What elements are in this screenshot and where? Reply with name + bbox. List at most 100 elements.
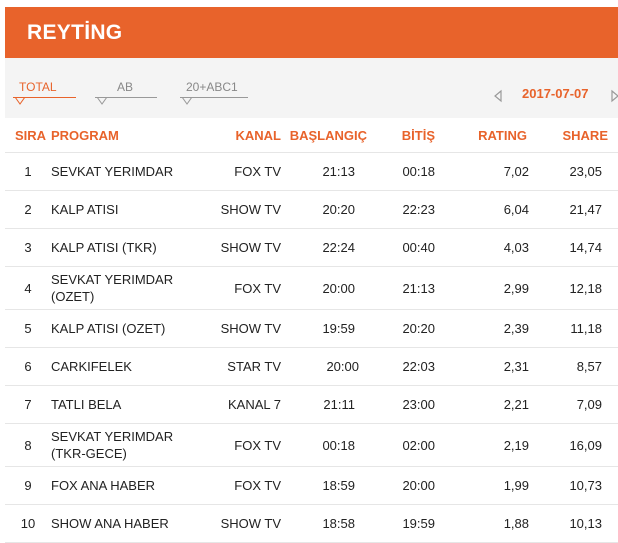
- cell-program: KALP ATISI (TKR): [51, 228, 211, 267]
- cell-sira: 9: [5, 466, 51, 505]
- cell-kanal: FOX TV: [211, 266, 281, 310]
- triangle-left-icon[interactable]: [493, 89, 503, 103]
- cell-program: KALP ATISI (OZET): [51, 309, 211, 348]
- cell-share: 23,05: [537, 152, 618, 191]
- caret-down-icon: [15, 97, 25, 105]
- cell-baslangic: 00:18: [281, 423, 367, 467]
- rating-table: SIRA PROGRAM KANAL BAŞLANGIÇ BİTİŞ RATIN…: [5, 118, 618, 543]
- table-row: 2 KALP ATISI SHOW TV 20:20 22:23 6,04 21…: [5, 190, 618, 229]
- cell-share: 10,73: [537, 466, 618, 505]
- cell-bitis: 20:20: [367, 309, 449, 348]
- table-row: 6 CARKIFELEK STAR TV 20:00 22:03 2,31 8,…: [5, 347, 618, 386]
- table-row: 1 SEVKAT YERIMDAR FOX TV 21:13 00:18 7,0…: [5, 152, 618, 191]
- cell-rating: 2,21: [449, 385, 537, 424]
- column-header-bitis: BİTİŞ: [367, 118, 449, 153]
- cell-sira: 5: [5, 309, 51, 348]
- tab-label: AB: [117, 80, 134, 94]
- triangle-right-icon[interactable]: [610, 89, 618, 103]
- page-title: REYTİNG: [27, 21, 123, 44]
- cell-rating: 1,99: [449, 466, 537, 505]
- cell-program: SHOW ANA HABER: [51, 504, 211, 543]
- cell-rating: 4,03: [449, 228, 537, 267]
- cell-rating: 7,02: [449, 152, 537, 191]
- cell-kanal: STAR TV: [211, 347, 281, 386]
- table-row: 5 KALP ATISI (OZET) SHOW TV 19:59 20:20 …: [5, 309, 618, 348]
- column-header-baslangic: BAŞLANGIÇ: [281, 118, 367, 153]
- tab-label: 20+ABC1: [186, 80, 238, 94]
- tab-20-abc1[interactable]: 20+ABC1: [180, 80, 248, 105]
- cell-bitis: 02:00: [367, 423, 449, 467]
- table-row: 8 SEVKAT YERIMDAR (TKR-GECE) FOX TV 00:1…: [5, 423, 618, 467]
- cell-sira: 10: [5, 504, 51, 543]
- cell-bitis: 20:00: [367, 466, 449, 505]
- cell-share: 14,74: [537, 228, 618, 267]
- table-row: 9 FOX ANA HABER FOX TV 18:59 20:00 1,99 …: [5, 466, 618, 505]
- cell-bitis: 22:23: [367, 190, 449, 229]
- cell-share: 21,47: [537, 190, 618, 229]
- cell-baslangic: 20:00: [281, 266, 367, 310]
- tab-label: TOTAL: [19, 80, 57, 94]
- table-row: 7 TATLI BELA KANAL 7 21:11 23:00 2,21 7,…: [5, 385, 618, 424]
- cell-bitis: 23:00: [367, 385, 449, 424]
- cell-bitis: 00:18: [367, 152, 449, 191]
- cell-program: SEVKAT YERIMDAR: [51, 152, 211, 191]
- cell-program: CARKIFELEK: [51, 347, 211, 386]
- column-header-rating: RATING: [449, 118, 537, 153]
- column-header-program: PROGRAM: [51, 118, 211, 153]
- tab-underline: [13, 97, 76, 98]
- cell-sira: 4: [5, 266, 51, 310]
- cell-share: 10,13: [537, 504, 618, 543]
- cell-rating: 1,88: [449, 504, 537, 543]
- cell-rating: 2,31: [449, 347, 537, 386]
- cell-sira: 8: [5, 423, 51, 467]
- cell-rating: 2,19: [449, 423, 537, 467]
- cell-kanal: SHOW TV: [211, 309, 281, 348]
- cell-bitis: 22:03: [367, 347, 449, 386]
- cell-rating: 6,04: [449, 190, 537, 229]
- caret-down-icon: [182, 97, 192, 105]
- table-row: 3 KALP ATISI (TKR) SHOW TV 22:24 00:40 4…: [5, 228, 618, 267]
- cell-sira: 3: [5, 228, 51, 267]
- tab-underline: [95, 97, 157, 98]
- cell-baslangic: 19:59: [281, 309, 367, 348]
- cell-share: 11,18: [537, 309, 618, 348]
- cell-baslangic: 21:13: [281, 152, 367, 191]
- cell-share: 8,57: [537, 347, 618, 386]
- table-row: 10 SHOW ANA HABER SHOW TV 18:58 19:59 1,…: [5, 504, 618, 543]
- cell-share: 16,09: [537, 423, 618, 467]
- cell-sira: 7: [5, 385, 51, 424]
- header-bar: REYTİNG: [5, 7, 618, 70]
- tab-underline: [180, 97, 248, 98]
- cell-rating: 2,39: [449, 309, 537, 348]
- cell-kanal: KANAL 7: [211, 385, 281, 424]
- filter-toolbar: TOTAL AB 20+ABC1 2017-07-07: [5, 58, 618, 118]
- cell-program: KALP ATISI: [51, 190, 211, 229]
- cell-share: 7,09: [537, 385, 618, 424]
- cell-kanal: SHOW TV: [211, 228, 281, 267]
- column-header-kanal: KANAL: [211, 118, 281, 153]
- cell-share: 12,18: [537, 266, 618, 310]
- tab-ab[interactable]: AB: [95, 80, 157, 105]
- cell-rating: 2,99: [449, 266, 537, 310]
- cell-program: TATLI BELA: [51, 385, 211, 424]
- column-header-share: SHARE: [537, 118, 618, 153]
- column-header-sira: SIRA: [5, 118, 51, 153]
- table-row: 4 SEVKAT YERIMDAR (OZET) FOX TV 20:00 21…: [5, 266, 618, 310]
- date-display: 2017-07-07: [522, 86, 589, 101]
- cell-baslangic: 18:59: [281, 466, 367, 505]
- cell-baslangic: 20:00: [281, 347, 367, 386]
- cell-program: SEVKAT YERIMDAR (TKR-GECE): [51, 423, 211, 467]
- cell-kanal: SHOW TV: [211, 504, 281, 543]
- cell-bitis: 00:40: [367, 228, 449, 267]
- cell-baslangic: 22:24: [281, 228, 367, 267]
- cell-kanal: SHOW TV: [211, 190, 281, 229]
- cell-sira: 2: [5, 190, 51, 229]
- tab-total[interactable]: TOTAL: [13, 80, 76, 105]
- cell-sira: 1: [5, 152, 51, 191]
- cell-kanal: FOX TV: [211, 466, 281, 505]
- cell-bitis: 19:59: [367, 504, 449, 543]
- cell-kanal: FOX TV: [211, 152, 281, 191]
- cell-baslangic: 21:11: [281, 385, 367, 424]
- cell-program: FOX ANA HABER: [51, 466, 211, 505]
- cell-bitis: 21:13: [367, 266, 449, 310]
